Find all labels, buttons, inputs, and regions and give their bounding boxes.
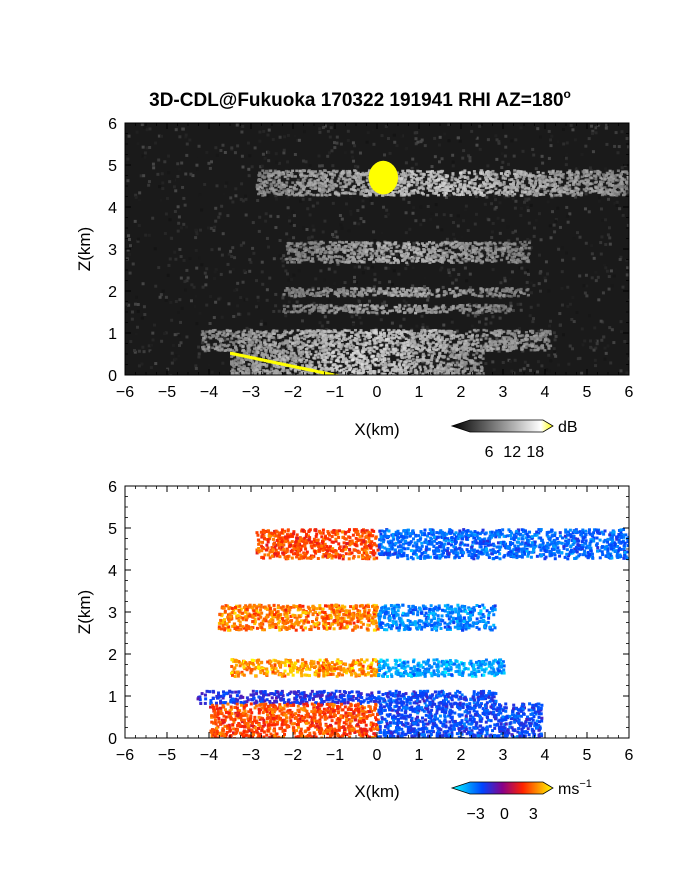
velocity-colorbar-tick-label: 3	[529, 806, 538, 823]
reflectivity-layer	[282, 303, 513, 315]
reflectivity-y-tick-label: 0	[108, 368, 117, 385]
reflectivity-x-tick-label: 5	[583, 384, 592, 401]
velocity-x-tick-label: 3	[499, 747, 508, 764]
velocity-y-tick-label: 0	[108, 731, 117, 748]
velocity-x-tick-label: −6	[116, 747, 134, 764]
reflectivity-plot-area	[125, 123, 629, 375]
velocity-x-axis-label: X(km)	[354, 782, 399, 801]
velocity-x-tick-label: −2	[284, 747, 302, 764]
reflectivity-x-tick-label: 3	[499, 384, 508, 401]
reflectivity-x-axis-label: X(km)	[354, 420, 399, 439]
reflectivity-x-tick-label: 2	[457, 384, 466, 401]
reflectivity-x-tick-label: −5	[158, 384, 176, 401]
reflectivity-x-tick-label: −2	[284, 384, 302, 401]
velocity-panel: −6 −5 −4 −3 −2 −1 0 1 2 3 4 5 6 0 1 2 3 4 5 6 X(km) Z(km) −…	[75, 479, 634, 823]
reflectivity-colorbar-tick-label: 18	[526, 444, 544, 461]
velocity-y-tick-label: 5	[108, 521, 117, 538]
reflectivity-x-tick-label: −4	[200, 384, 218, 401]
velocity-axes: −6 −5 −4 −3 −2 −1 0 1 2 3 4 5 6 0 1 2 3 4 5 6	[108, 479, 633, 764]
velocity-plot-area	[125, 486, 629, 738]
velocity-colorbar-tick-label: −3	[467, 806, 485, 823]
reflectivity-y-tick-label: 6	[108, 116, 117, 133]
velocity-colorbar-tick-label: 0	[500, 806, 509, 823]
reflectivity-x-tick-label: 0	[373, 384, 382, 401]
reflectivity-noise	[125, 123, 629, 375]
velocity-layer	[230, 658, 506, 678]
reflectivity-layer	[284, 240, 531, 265]
reflectivity-colorbar-tick-label: 6	[485, 444, 494, 461]
velocity-y-tick-label: 6	[108, 479, 117, 496]
reflectivity-y-tick-label: 5	[108, 158, 117, 175]
reflectivity-x-tick-label: −6	[116, 384, 134, 401]
velocity-x-tick-label: 0	[373, 747, 382, 764]
reflectivity-y-tick-label: 3	[108, 242, 117, 259]
reflectivity-x-tick-label: −1	[326, 384, 344, 401]
reflectivity-y-axis-label: Z(km)	[75, 227, 94, 271]
velocity-x-tick-label: 6	[625, 747, 634, 764]
velocity-y-axis-label: Z(km)	[75, 590, 94, 634]
reflectivity-x-tick-label: 6	[625, 384, 634, 401]
velocity-x-tick-label: −1	[326, 747, 344, 764]
reflectivity-x-tick-label: −3	[242, 384, 260, 401]
reflectivity-colorbar: 6 12 18 dB	[450, 419, 578, 461]
velocity-y-tick-label: 2	[108, 647, 117, 664]
reflectivity-axes: −6 −5 −4 −3 −2 −1 0 1 2 3 4 5 6 0 1 2 3 4 5 6	[108, 116, 633, 401]
reflectivity-layer	[255, 169, 629, 197]
velocity-colorbar: −3 0 3 ms−1	[450, 778, 592, 823]
reflectivity-layer	[282, 286, 531, 298]
velocity-y-tick-label: 1	[108, 689, 117, 706]
reflectivity-y-tick-label: 2	[108, 284, 117, 301]
velocity-x-tick-label: 2	[457, 747, 466, 764]
velocity-layer	[217, 603, 497, 632]
reflectivity-colorbar-unit: dB	[558, 419, 578, 436]
velocity-layer	[255, 528, 629, 561]
chart-title: 3D-CDL@Fukuoka 170322 191941 RHI AZ=180o	[149, 87, 571, 111]
velocity-x-tick-label: −4	[200, 747, 218, 764]
reflectivity-x-tick-label: 4	[541, 384, 550, 401]
reflectivity-layer	[200, 328, 553, 353]
velocity-x-tick-label: −5	[158, 747, 176, 764]
reflectivity-y-tick-label: 1	[108, 326, 117, 343]
velocity-colorbar-unit: ms−1	[558, 778, 592, 798]
reflectivity-x-tick-label: 1	[415, 384, 424, 401]
reflectivity-y-tick-label: 4	[108, 200, 117, 217]
velocity-x-tick-label: 4	[541, 747, 550, 764]
velocity-y-tick-label: 4	[108, 563, 117, 580]
reflectivity-colorbar-tick-label: 12	[503, 444, 521, 461]
velocity-y-tick-label: 3	[108, 605, 117, 622]
velocity-x-tick-label: 5	[583, 747, 592, 764]
velocity-x-tick-label: 1	[415, 747, 424, 764]
reflectivity-ground-echo	[230, 351, 341, 375]
velocity-x-tick-label: −3	[242, 747, 260, 764]
reflectivity-peak	[368, 160, 398, 195]
